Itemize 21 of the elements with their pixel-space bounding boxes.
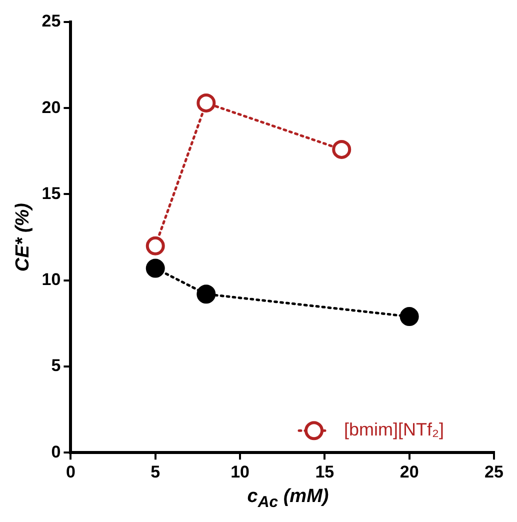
y-tick-label: 10	[42, 270, 61, 290]
y-tick-label: 15	[42, 184, 61, 203]
x-tick-label: 15	[315, 462, 334, 482]
point	[146, 258, 165, 278]
y-axis-title: CE* (%)	[12, 202, 34, 272]
x-tick-label: 10	[230, 462, 250, 482]
x-axis-title: c$_{Ac}$ (mM)	[246, 486, 330, 512]
legend-label: [bmim][NTf₂]	[344, 420, 444, 440]
y-tick-label: 20	[42, 98, 61, 117]
point	[196, 284, 216, 304]
point	[400, 307, 419, 326]
point	[196, 93, 216, 112]
y-tick-label: 5	[51, 356, 61, 376]
y-tick-label: 0	[51, 442, 61, 462]
x-tick-label: 20	[400, 462, 419, 482]
y-tick-label: 25	[42, 12, 61, 31]
x-tick-label: 0	[66, 462, 76, 482]
x-tick-label: 25	[484, 462, 504, 482]
point	[146, 236, 165, 256]
x-tick-label: 5	[150, 462, 160, 482]
point	[332, 140, 352, 159]
